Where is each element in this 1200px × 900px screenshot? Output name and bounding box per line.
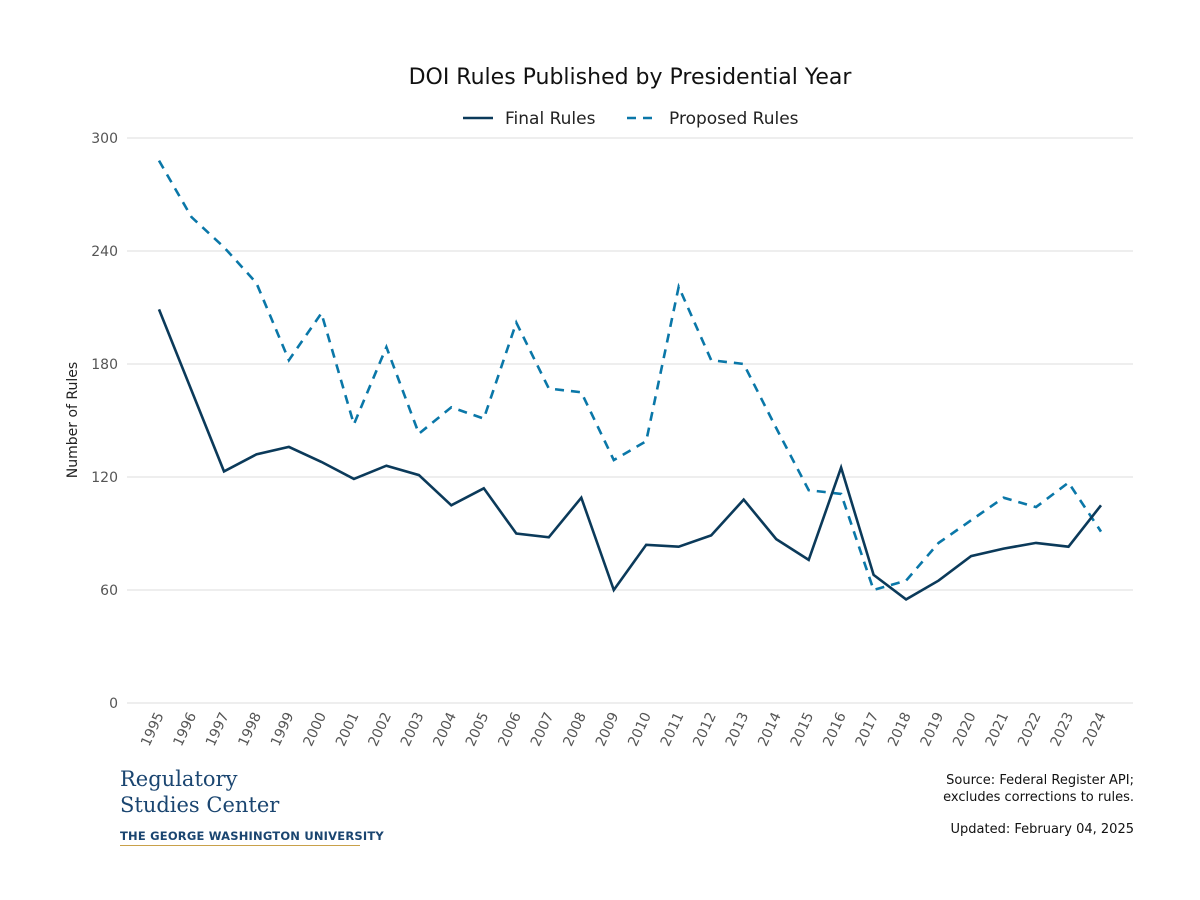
x-tick-label: 2002 — [365, 710, 395, 749]
source-note: Source: Federal Register API; excludes c… — [943, 772, 1134, 806]
x-tick-label: 1997 — [203, 710, 233, 749]
x-tick-label: 2001 — [333, 710, 363, 749]
x-tick-label: 2014 — [755, 710, 785, 749]
y-tick-label: 300 — [91, 131, 118, 147]
source-line2: excludes corrections to rules. — [943, 790, 1134, 805]
x-tick-label: 2020 — [950, 710, 980, 749]
x-tick-label: 2024 — [1080, 710, 1110, 749]
y-tick-label: 0 — [109, 696, 118, 712]
updated-date: Updated: February 04, 2025 — [950, 822, 1134, 837]
x-tick-label: 2022 — [1015, 710, 1045, 749]
legend-label: Final Rules — [505, 109, 596, 129]
x-tick-label: 2015 — [788, 710, 818, 749]
y-tick-label: 180 — [91, 357, 118, 373]
logo-line1: Regulatory — [120, 767, 238, 791]
x-tick-label: 2000 — [300, 710, 330, 749]
x-tick-label: 2016 — [820, 710, 850, 749]
x-tick-label: 2004 — [430, 710, 460, 749]
y-tick-label: 60 — [100, 583, 118, 599]
x-tick-label: 2023 — [1048, 710, 1078, 749]
y-tick-label: 240 — [91, 244, 118, 260]
y-axis-label: Number of Rules — [65, 362, 81, 478]
x-tick-label: 2019 — [918, 710, 948, 749]
x-tick-label: 1995 — [138, 710, 168, 749]
x-tick-label: 2008 — [560, 710, 590, 749]
legend: Final Rules Proposed Rules — [463, 109, 799, 129]
logo-rule — [120, 845, 360, 846]
x-tick-label: 2017 — [853, 710, 883, 749]
x-tick-label: 2010 — [625, 710, 655, 749]
x-tick-label: 2012 — [690, 710, 720, 749]
x-tick-label: 1998 — [236, 710, 266, 749]
x-tick-label: 2013 — [723, 710, 753, 749]
x-tick-label: 2007 — [528, 710, 558, 749]
y-tick-label: 120 — [91, 470, 118, 486]
legend-label: Proposed Rules — [669, 109, 799, 129]
series-line-proposed-rules — [157, 159, 1103, 592]
series-line-final-rules — [157, 308, 1103, 601]
logo-university: THE GEORGE WASHINGTON UNIVERSITY — [120, 829, 384, 843]
x-tick-label: 1999 — [268, 710, 298, 749]
x-tick-label: 2018 — [885, 710, 915, 749]
line-chart: DOI Rules Published by Presidential Year… — [65, 65, 1133, 749]
x-tick-label: 2021 — [983, 710, 1013, 749]
logo-line2: Studies Center — [120, 793, 280, 817]
x-tick-label: 2006 — [495, 710, 525, 749]
x-tick-label: 2005 — [463, 710, 493, 749]
x-tick-label: 2011 — [658, 710, 688, 749]
x-tick-label: 2003 — [398, 710, 428, 749]
rsc-logo: Regulatory Studies Center — [120, 766, 279, 818]
source-line1: Source: Federal Register API; — [946, 773, 1134, 788]
x-tick-label: 1996 — [171, 710, 201, 749]
x-tick-label: 2009 — [593, 710, 623, 749]
chart-title: DOI Rules Published by Presidential Year — [409, 65, 853, 90]
